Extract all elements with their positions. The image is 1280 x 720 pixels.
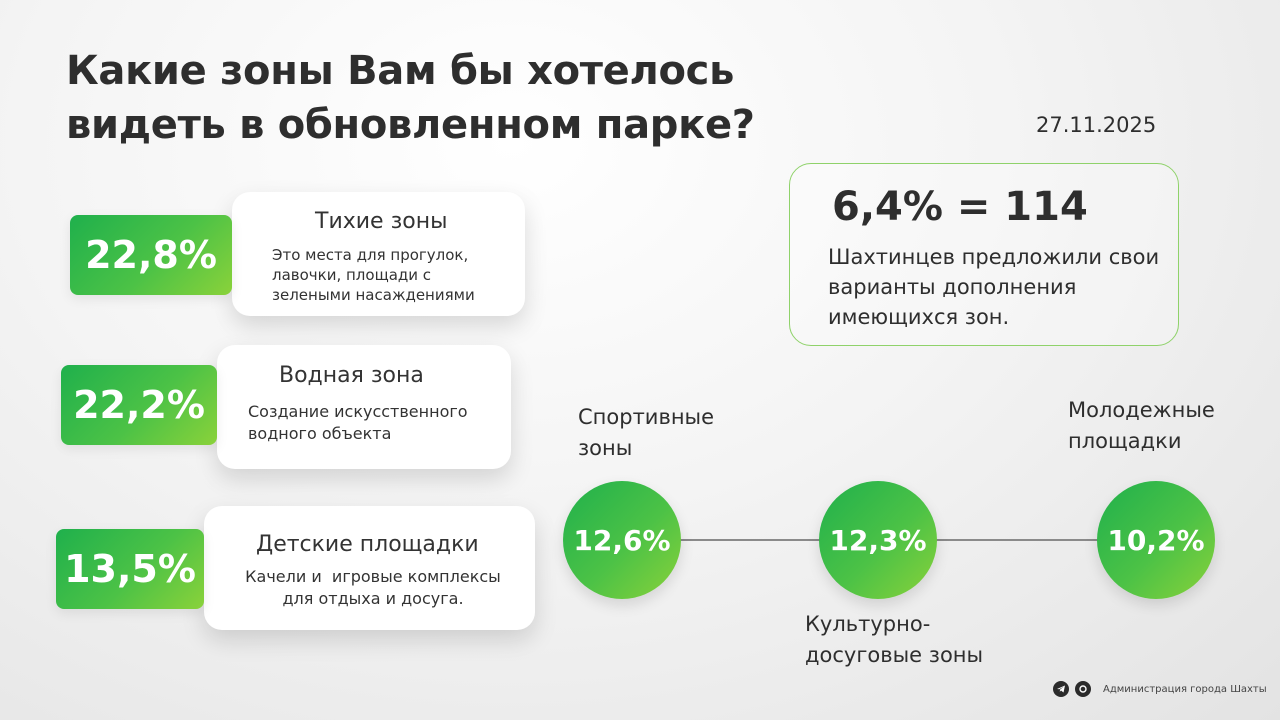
zone-percent-kids: 13,5% — [56, 529, 204, 609]
zone-description-line-2: для отдыха и досуга. — [282, 589, 464, 608]
footer-text: Администрация города Шахты — [1103, 683, 1267, 695]
circle-sport: 12,6% — [563, 481, 681, 599]
label-line-2: зоны — [578, 436, 633, 460]
zone-card-quiet: Тихие зоны Это места для прогулок, лавоч… — [232, 192, 525, 316]
label-line-2: площадки — [1068, 429, 1182, 453]
zone-title: Тихие зоны — [315, 209, 448, 234]
label-line-1: Культурно- — [805, 612, 931, 636]
stat-headline: 6,4% = 114 — [832, 184, 1088, 230]
zone-description: Это места для прогулок, лавочки, площади… — [272, 246, 475, 304]
footer: Администрация города Шахты — [1053, 681, 1267, 697]
zone-title: Водная зона — [279, 363, 424, 388]
label-line-2: досуговые зоны — [805, 643, 984, 667]
zone-percent-water: 22,2% — [61, 365, 217, 445]
title-line-2: видеть в обновленном парке? — [66, 102, 755, 148]
circle-label-youth: Молодежные площадки — [1068, 395, 1215, 457]
circle-label-sport: Спортивные зоны — [578, 402, 714, 464]
vk-max-icon[interactable] — [1075, 681, 1091, 697]
zone-description: Создание искусственного водного объекта — [248, 402, 468, 443]
stat-card: 6,4% = 114 Шахтинцев предложили свои вар… — [789, 163, 1179, 346]
date-label: 27.11.2025 — [1036, 113, 1157, 137]
circle-culture: 12,3% — [819, 481, 937, 599]
label-line-1: Спортивные — [578, 405, 715, 429]
zone-card-kids: Детские площадки Качели и игровые компле… — [204, 506, 535, 630]
title-line-1: Какие зоны Вам бы хотелось — [66, 48, 735, 94]
zone-description: Качели и игровые комплексы для отдыха и … — [233, 566, 513, 610]
zone-card-water: Водная зона Создание искусственного водн… — [217, 345, 511, 469]
label-line-1: Молодежные — [1068, 398, 1215, 422]
circle-youth: 10,2% — [1097, 481, 1215, 599]
telegram-icon[interactable] — [1053, 681, 1069, 697]
stat-text: Шахтинцев предложили свои варианты допол… — [828, 245, 1160, 329]
zone-description-line-1: Качели и игровые комплексы — [245, 567, 501, 586]
zone-title: Детские площадки — [256, 532, 479, 557]
circle-label-culture: Культурно- досуговые зоны — [805, 609, 983, 671]
zone-percent-quiet: 22,8% — [70, 215, 232, 295]
page-title: Какие зоны Вам бы хотелось видеть в обно… — [66, 44, 826, 152]
